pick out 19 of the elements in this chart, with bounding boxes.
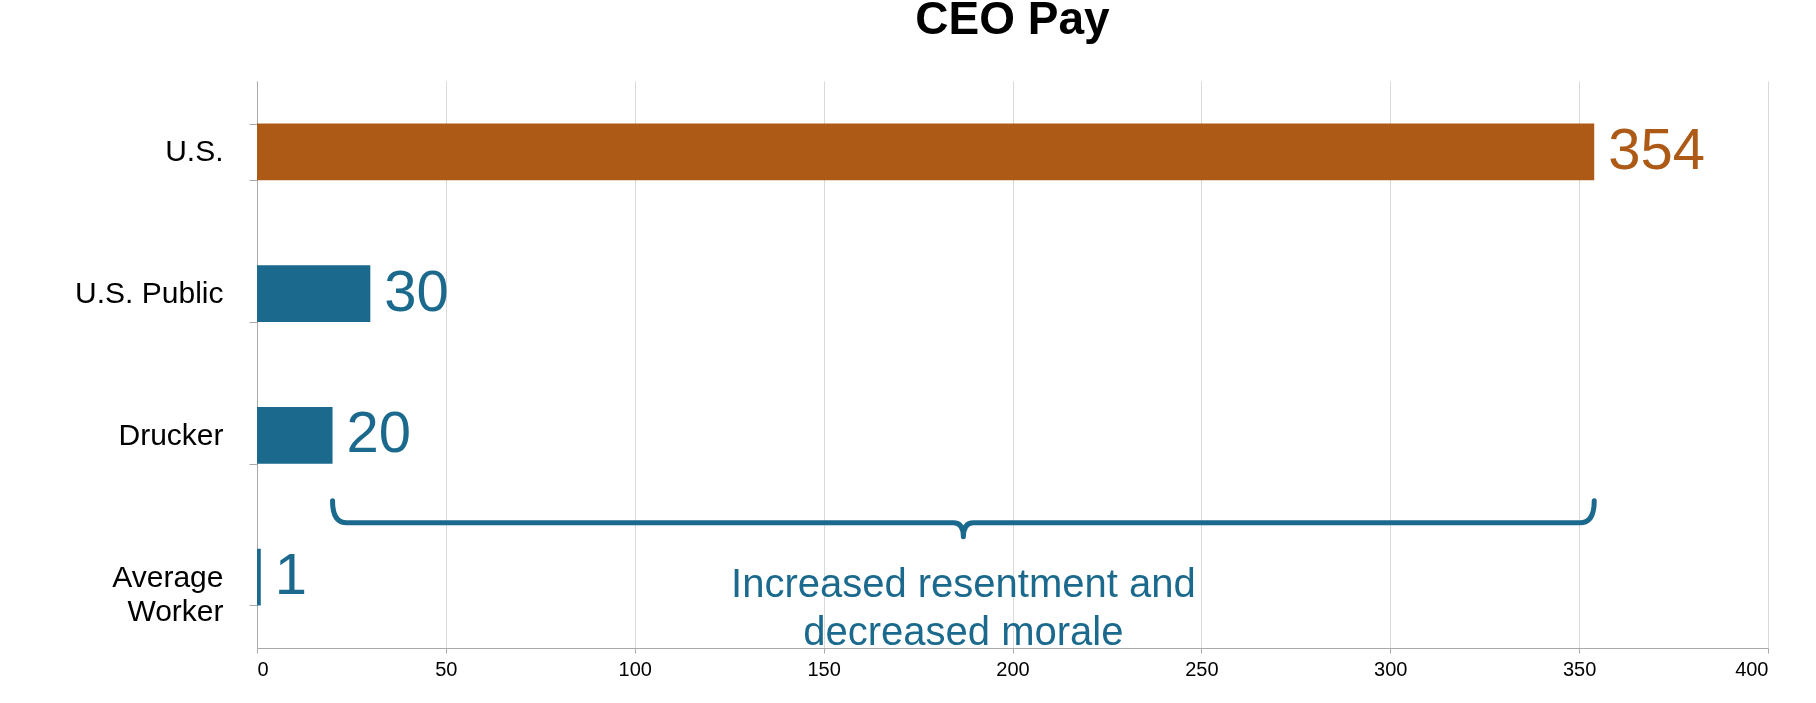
y-tick-label: U.S. [165, 134, 224, 168]
x-tick-label: 250 [1185, 657, 1219, 680]
chart-title: CEO Pay [915, 0, 1111, 44]
x-tick-label: 300 [1374, 657, 1408, 680]
y-tick-label: Average Worker [112, 559, 224, 627]
y-tick-label: Drucker [118, 417, 224, 451]
data-label: 354 [1608, 115, 1706, 181]
data-label: 20 [346, 399, 412, 465]
x-tick-label: 400 [1735, 657, 1769, 680]
x-tick-label: 150 [807, 657, 841, 680]
data-label: 1 [274, 541, 308, 607]
x-tick-label: 100 [618, 657, 652, 680]
data-label: 30 [384, 257, 449, 323]
x-tick-label: 50 [435, 657, 458, 680]
y-tick-label: U.S. Public [75, 276, 224, 310]
x-tick-label: 350 [1562, 657, 1597, 680]
x-tick-label: 0 [257, 657, 269, 680]
annotation: Increased resentment and decreased morale [730, 559, 1197, 655]
x-tick-label: 200 [996, 657, 1030, 680]
